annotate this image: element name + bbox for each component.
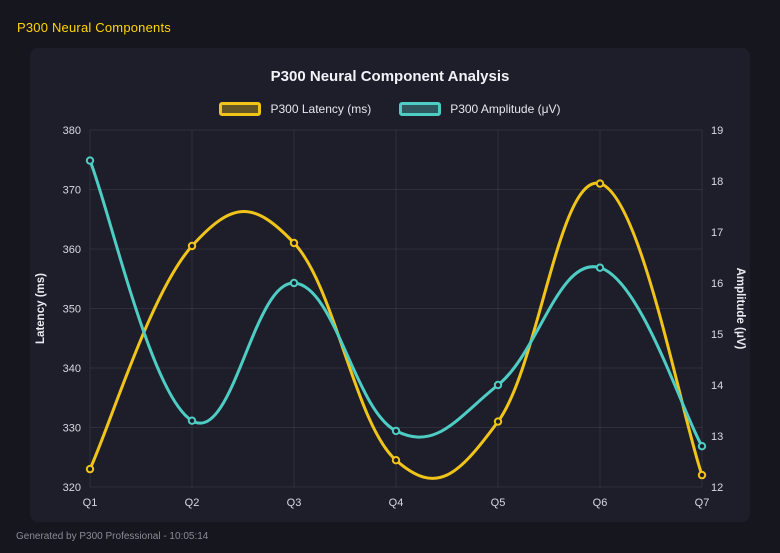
x-axis-label: Q4	[389, 497, 404, 509]
legend-item[interactable]: P300 Latency (ms)	[219, 102, 371, 116]
chart-plot[interactable]: 320 330 340 350 360 370 380 12 13 14 15 16 17 18 19 Q1 Q…	[30, 48, 750, 522]
y-left-tick-label: 360	[63, 244, 81, 256]
data-point[interactable]	[595, 179, 605, 188]
y-right-tick-label: 12	[711, 482, 723, 494]
y-left-axis-title: Latency (ms)	[35, 273, 47, 344]
x-axis-label: Q5	[491, 497, 506, 509]
y-right-tick-label: 19	[711, 125, 723, 137]
data-point[interactable]	[85, 156, 95, 165]
legend-label: P300 Latency (ms)	[270, 102, 372, 116]
data-point[interactable]	[289, 238, 299, 248]
y-left-tick-label: 380	[63, 125, 81, 137]
data-point[interactable]	[697, 470, 707, 480]
data-point[interactable]	[85, 464, 95, 474]
x-axis-label: Q7	[695, 497, 710, 509]
data-point[interactable]	[187, 241, 197, 251]
chart-legend: P300 Latency (ms) P300 Amplitude (μV)	[30, 102, 750, 116]
data-point[interactable]	[697, 442, 707, 451]
data-point[interactable]	[595, 263, 605, 272]
x-axis-label: Q2	[185, 497, 200, 509]
y-right-tick-label: 15	[711, 329, 723, 341]
x-axis-label: Q3	[287, 497, 302, 509]
data-point[interactable]	[187, 416, 197, 425]
legend-item[interactable]: P300 Amplitude (μV)	[399, 102, 561, 116]
x-axis-label: Q1	[83, 497, 98, 509]
y-left-tick-label: 370	[63, 185, 81, 197]
footer-status: Generated by P300 Professional - 10:05:1…	[16, 531, 209, 542]
y-right-tick-label: 17	[711, 227, 723, 239]
data-point[interactable]	[493, 417, 503, 426]
y-left-tick-label: 350	[63, 304, 81, 316]
chart-panel: P300 Neural Component Analysis P300 Late…	[30, 48, 750, 522]
y-left-tick-label: 340	[63, 363, 81, 375]
y-left-tick-label: 320	[63, 482, 81, 494]
data-point[interactable]	[391, 426, 401, 436]
page-title: P300 Neural Components	[17, 20, 171, 35]
y-left-tick-label: 330	[63, 423, 81, 435]
y-right-axis-title: Amplitude (μV)	[734, 268, 746, 350]
y-right-tick-label: 16	[711, 278, 723, 290]
chart-title: P300 Neural Component Analysis	[270, 68, 510, 85]
legend-swatch	[219, 102, 262, 116]
data-point[interactable]	[391, 456, 401, 465]
y-right-tick-label: 18	[711, 176, 723, 188]
data-point[interactable]	[493, 380, 503, 390]
x-axis-label: Q6	[593, 497, 608, 509]
y-right-tick-label: 14	[711, 380, 723, 392]
data-point[interactable]	[289, 278, 299, 288]
legend-label: P300 Amplitude (μV)	[450, 102, 561, 116]
y-right-tick-label: 13	[711, 431, 723, 443]
legend-swatch	[399, 102, 442, 116]
